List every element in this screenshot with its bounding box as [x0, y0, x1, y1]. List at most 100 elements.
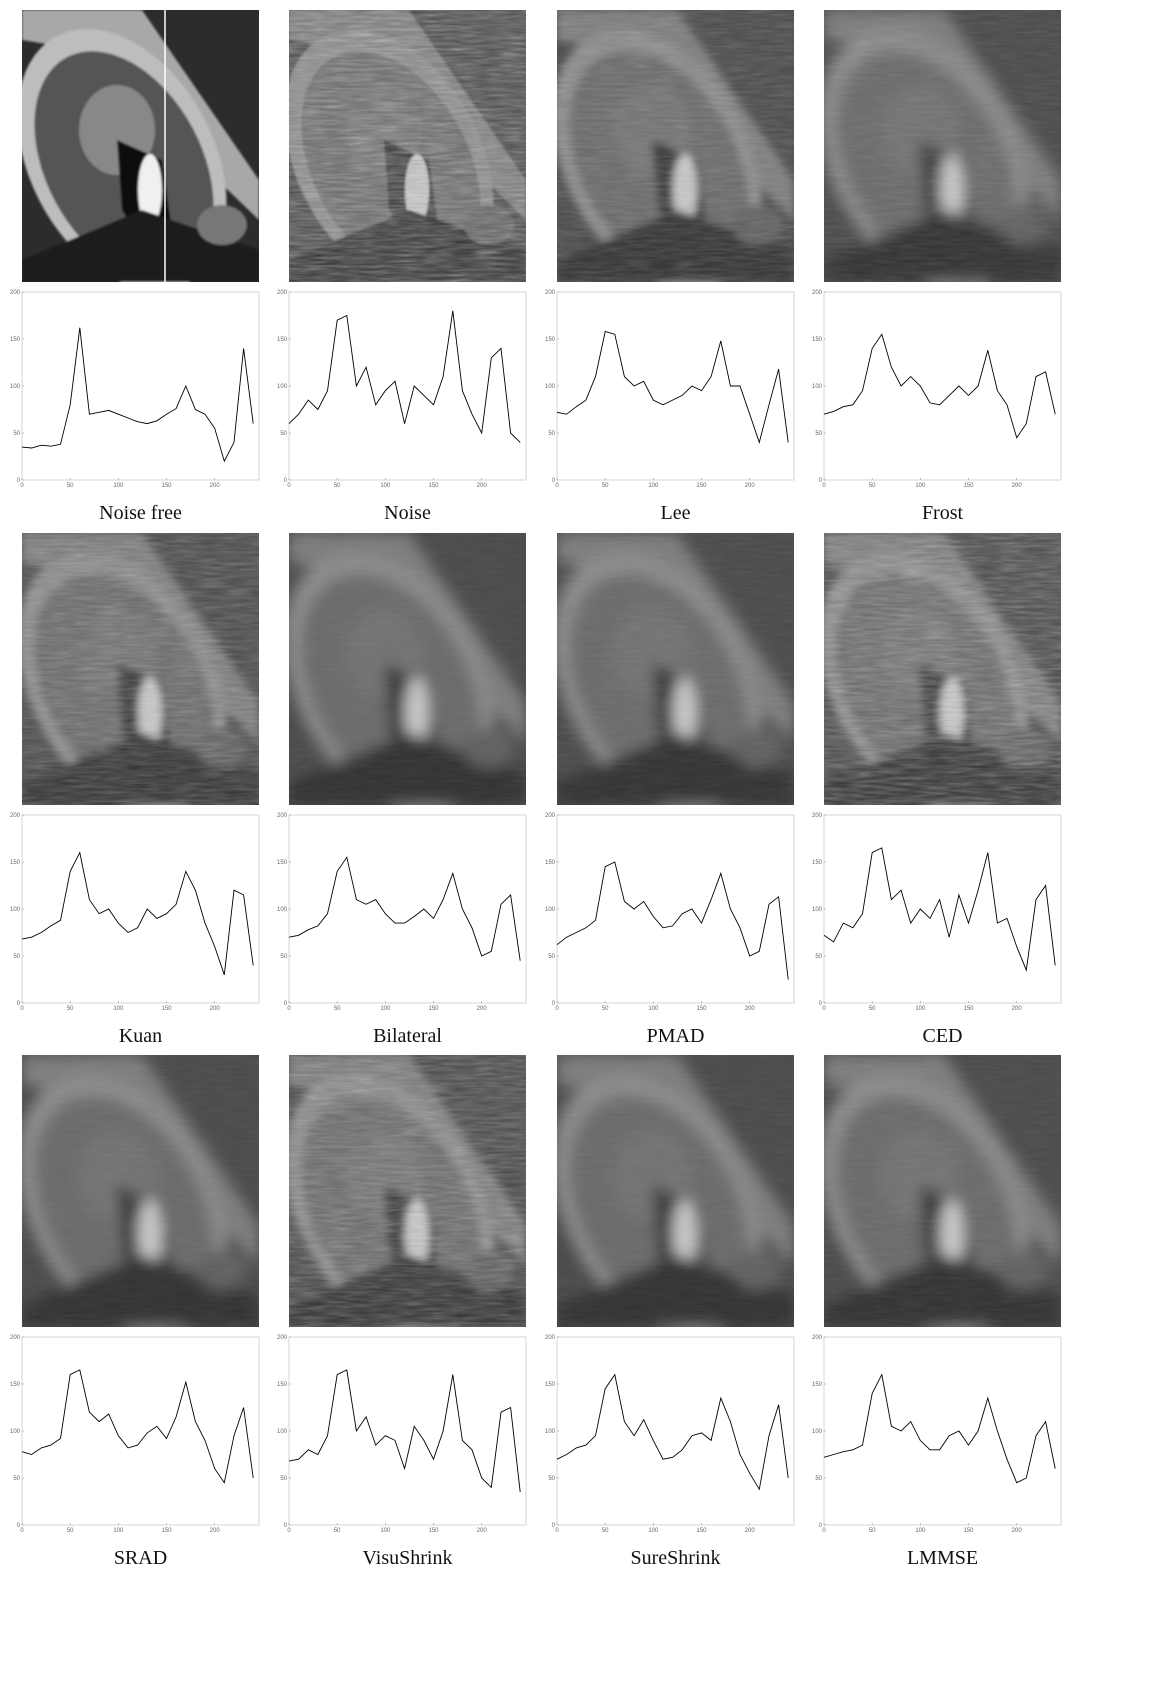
x-tick-label: 150: [429, 1006, 440, 1012]
y-tick-label: 50: [13, 954, 20, 960]
x-tick-label: 0: [287, 1006, 291, 1012]
x-tick-label: 0: [20, 483, 24, 489]
x-tick-label: 0: [287, 1528, 291, 1534]
x-tick-label: 200: [1012, 1006, 1023, 1012]
y-tick-label: 150: [545, 860, 556, 866]
ultrasound-image: [824, 10, 1061, 282]
y-tick-label: 100: [10, 1429, 21, 1435]
y-tick-label: 100: [812, 1429, 823, 1435]
plot-frame: [21, 291, 260, 481]
y-tick-label: 50: [13, 431, 20, 437]
y-tick-label: 150: [812, 860, 823, 866]
plot-frame: [288, 814, 527, 1004]
x-tick-label: 150: [964, 1528, 975, 1534]
y-tick-label: 50: [548, 431, 555, 437]
y-tick-label: 150: [277, 1382, 288, 1388]
profile-line: [288, 310, 521, 443]
y-tick-label: 150: [277, 337, 288, 343]
speckle: [289, 10, 526, 282]
y-tick-label: 200: [277, 1335, 288, 1341]
y-tick-label: 200: [545, 1335, 556, 1341]
x-tick-label: 100: [648, 483, 659, 489]
plot-frame: [288, 1336, 527, 1526]
profile-line: [21, 851, 254, 975]
speckle: [557, 533, 794, 805]
x-tick-label: 50: [334, 1528, 341, 1534]
x-tick-label: 200: [745, 483, 756, 489]
y-tick-label: 50: [548, 1476, 555, 1482]
y-tick-label: 100: [10, 384, 21, 390]
y-tick-label: 100: [10, 907, 21, 913]
y-tick-label: 100: [277, 907, 288, 913]
y-tick-label: 100: [277, 1429, 288, 1435]
y-tick-label: 0: [284, 1523, 288, 1529]
x-tick-label: 200: [1012, 1528, 1023, 1534]
x-tick-label: 50: [869, 1528, 876, 1534]
x-tick-label: 150: [162, 483, 173, 489]
x-tick-label: 100: [380, 1006, 391, 1012]
x-tick-label: 50: [334, 1006, 341, 1012]
y-tick-label: 200: [545, 290, 556, 296]
x-tick-label: 100: [915, 483, 926, 489]
y-tick-label: 150: [812, 337, 823, 343]
y-tick-label: 150: [545, 337, 556, 343]
y-tick-label: 150: [10, 1382, 21, 1388]
y-tick-label: 200: [10, 290, 21, 296]
x-tick-label: 50: [67, 1006, 74, 1012]
x-tick-label: 50: [869, 483, 876, 489]
x-tick-label: 100: [915, 1528, 926, 1534]
y-tick-label: 50: [280, 954, 287, 960]
ultrasound-image: [22, 533, 259, 805]
caption: VisuShrink: [363, 1547, 453, 1569]
ultrasound-image: [557, 10, 794, 282]
y-tick-label: 50: [815, 954, 822, 960]
y-tick-label: 0: [552, 1001, 556, 1007]
plot-frame: [556, 291, 795, 481]
plot-frame: [823, 291, 1062, 481]
x-tick-label: 150: [162, 1528, 173, 1534]
x-tick-label: 0: [822, 483, 826, 489]
y-tick-label: 100: [545, 384, 556, 390]
y-tick-label: 200: [812, 1335, 823, 1341]
y-tick-label: 100: [812, 384, 823, 390]
y-tick-label: 50: [280, 1476, 287, 1482]
ultrasound-image: [289, 10, 526, 282]
y-tick-label: 0: [819, 1001, 823, 1007]
x-tick-label: 0: [555, 483, 559, 489]
plot-frame: [21, 814, 260, 1004]
y-tick-label: 200: [10, 813, 21, 819]
x-tick-label: 100: [915, 1006, 926, 1012]
profile-line: [21, 327, 254, 463]
y-tick-label: 0: [284, 478, 288, 484]
profile-line: [288, 1369, 521, 1493]
x-tick-label: 200: [210, 1006, 221, 1012]
y-tick-label: 0: [819, 478, 823, 484]
x-tick-label: 50: [869, 1006, 876, 1012]
x-tick-label: 50: [602, 483, 609, 489]
x-tick-label: 50: [602, 1006, 609, 1012]
speckle: [824, 10, 1061, 282]
profile-line: [288, 856, 521, 961]
caption: Lee: [661, 502, 691, 524]
y-tick-label: 150: [812, 1382, 823, 1388]
y-tick-label: 200: [545, 813, 556, 819]
x-tick-label: 0: [822, 1528, 826, 1534]
right-blobs: [197, 205, 247, 245]
caption: Noise free: [99, 502, 182, 524]
y-tick-label: 0: [17, 1523, 21, 1529]
x-tick-label: 0: [555, 1006, 559, 1012]
profile-line: [823, 1373, 1056, 1484]
x-tick-label: 100: [113, 483, 124, 489]
y-tick-label: 0: [552, 1523, 556, 1529]
y-tick-label: 50: [815, 431, 822, 437]
x-tick-label: 150: [429, 483, 440, 489]
y-tick-label: 200: [277, 290, 288, 296]
y-tick-label: 150: [545, 1382, 556, 1388]
x-tick-label: 150: [964, 1006, 975, 1012]
x-tick-label: 100: [113, 1528, 124, 1534]
caption: LMMSE: [907, 1547, 978, 1569]
x-tick-label: 200: [745, 1006, 756, 1012]
speckle: [557, 10, 794, 282]
x-tick-label: 100: [648, 1528, 659, 1534]
